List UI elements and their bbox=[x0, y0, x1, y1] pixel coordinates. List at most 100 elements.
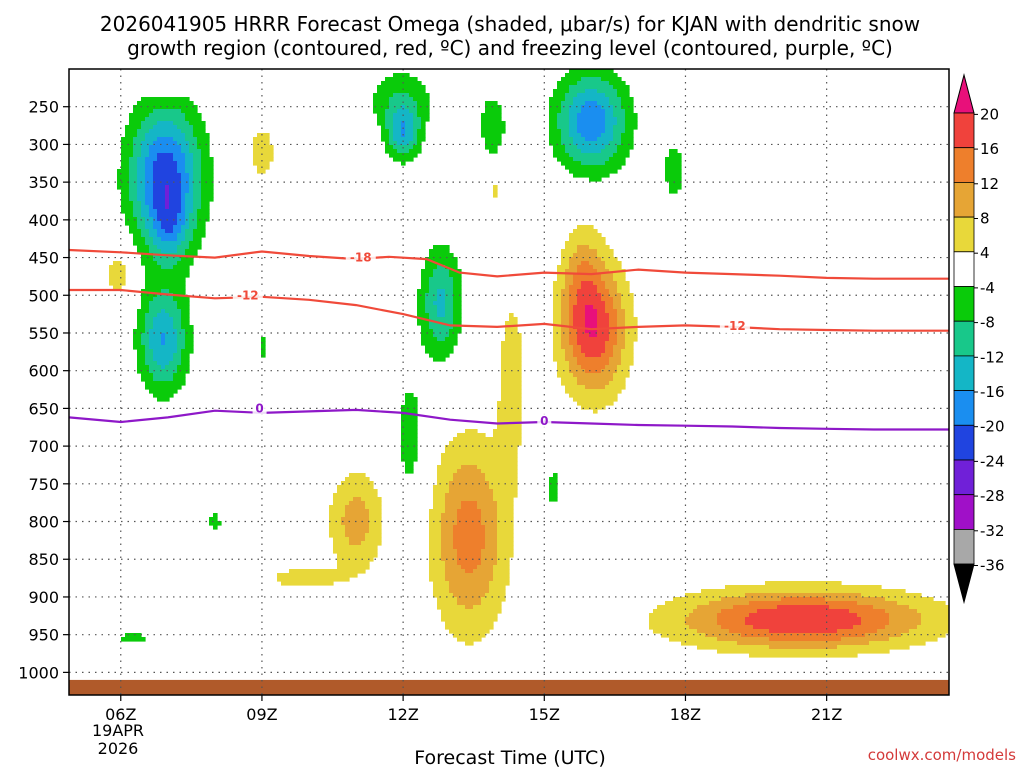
omega-cell bbox=[389, 101, 418, 106]
omega-cell bbox=[329, 529, 346, 534]
omega-cell bbox=[153, 349, 178, 354]
omega-cell bbox=[149, 329, 178, 334]
omega-cell bbox=[569, 285, 582, 290]
omega-cell bbox=[133, 213, 142, 218]
colorbar-band bbox=[953, 286, 975, 322]
omega-cell bbox=[445, 625, 494, 630]
omega-cell bbox=[421, 277, 430, 282]
omega-cell bbox=[437, 265, 446, 270]
omega-cell bbox=[121, 197, 130, 202]
omega-cell bbox=[149, 305, 178, 310]
omega-cell bbox=[465, 429, 478, 434]
omega-cell bbox=[165, 185, 170, 190]
omega-cell bbox=[161, 249, 178, 254]
omega-cell bbox=[113, 285, 122, 290]
omega-cell bbox=[185, 229, 194, 234]
omega-cell bbox=[169, 185, 182, 190]
omega-cell bbox=[385, 113, 394, 118]
omega-cell bbox=[577, 401, 614, 406]
omega-cell bbox=[181, 241, 190, 246]
omega-cell bbox=[169, 197, 182, 202]
omega-cell bbox=[497, 501, 514, 506]
colorbar-tick-label: -24 bbox=[980, 452, 1005, 470]
omega-cell bbox=[597, 317, 610, 322]
omega-cell bbox=[193, 125, 206, 130]
omega-cell bbox=[481, 513, 498, 518]
omega-cell bbox=[553, 333, 562, 338]
omega-cell bbox=[493, 577, 510, 582]
omega-cell bbox=[153, 197, 166, 202]
omega-cell bbox=[433, 505, 446, 510]
omega-cell bbox=[429, 573, 446, 578]
colorbar-band bbox=[953, 112, 975, 149]
omega-cell bbox=[333, 541, 350, 546]
omega-cell bbox=[745, 593, 862, 598]
omega-cell bbox=[625, 317, 638, 322]
omega-cell bbox=[129, 177, 138, 182]
omega-cell bbox=[453, 297, 462, 302]
omega-cell bbox=[441, 533, 454, 538]
omega-cell bbox=[261, 337, 266, 342]
omega-cell bbox=[425, 261, 458, 266]
omega-cell bbox=[389, 141, 398, 146]
omega-cell bbox=[449, 481, 490, 486]
omega-cell bbox=[553, 145, 566, 150]
omega-cell bbox=[145, 221, 154, 226]
omega-cell bbox=[133, 333, 142, 338]
x-axis: 06Z 09Z 12Z 15Z 18Z 21Z bbox=[105, 695, 842, 724]
omega-cell bbox=[421, 125, 426, 130]
omega-cell bbox=[405, 465, 414, 470]
omega-cell bbox=[417, 321, 430, 326]
omega-cell bbox=[609, 81, 626, 86]
omega-cell bbox=[137, 129, 150, 134]
omega-cell bbox=[417, 133, 426, 138]
omega-cell bbox=[405, 461, 414, 466]
omega-cell bbox=[261, 345, 266, 350]
y-tick-label: 350 bbox=[28, 173, 59, 192]
omega-cell bbox=[501, 341, 522, 346]
omega-cell bbox=[569, 361, 578, 366]
omega-cell bbox=[413, 145, 422, 150]
omega-cell bbox=[669, 153, 682, 158]
omega-cell bbox=[149, 337, 162, 342]
omega-cell bbox=[613, 133, 622, 138]
omega-cell bbox=[133, 233, 142, 238]
omega-cell bbox=[429, 533, 442, 538]
omega-cell bbox=[137, 185, 146, 190]
omega-cell bbox=[453, 529, 486, 534]
omega-cell bbox=[137, 101, 194, 106]
omega-cell bbox=[453, 321, 462, 326]
omega-cell bbox=[145, 269, 190, 274]
omega-cell bbox=[605, 309, 618, 314]
omega-cell bbox=[485, 477, 518, 482]
omega-cell bbox=[565, 389, 622, 394]
omega-cell bbox=[889, 621, 922, 626]
omega-cell bbox=[453, 473, 486, 478]
omega-cell bbox=[625, 125, 638, 130]
omega-cell bbox=[825, 597, 886, 602]
omega-cell bbox=[605, 301, 614, 306]
omega-cell bbox=[441, 453, 518, 458]
omega-cell bbox=[577, 289, 598, 294]
omega-cell bbox=[181, 185, 190, 190]
omega-cell bbox=[453, 317, 462, 322]
omega-cell bbox=[441, 537, 454, 542]
omega-cell bbox=[169, 313, 182, 318]
omega-cell bbox=[145, 313, 158, 318]
omega-cell bbox=[253, 141, 270, 146]
omega-cell bbox=[609, 101, 622, 106]
omega-cell bbox=[561, 253, 574, 258]
omega-cell bbox=[185, 169, 194, 174]
omega-cell bbox=[165, 197, 170, 202]
omega-cell bbox=[153, 141, 178, 146]
omega-cell bbox=[137, 193, 146, 198]
omega-cell bbox=[397, 149, 410, 154]
omega-cell bbox=[189, 149, 202, 154]
omega-cell bbox=[477, 565, 494, 570]
omega-cell bbox=[585, 369, 602, 374]
omega-cell bbox=[457, 433, 486, 438]
omega-cell bbox=[189, 145, 198, 150]
x-tick-label: 15Z bbox=[529, 705, 560, 724]
omega-cell bbox=[601, 369, 618, 374]
omega-cell bbox=[557, 273, 566, 278]
